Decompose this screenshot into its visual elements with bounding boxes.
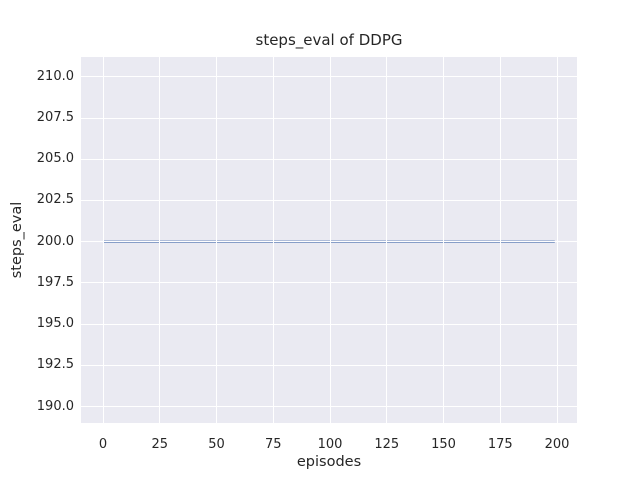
x-axis-label: episodes bbox=[296, 454, 362, 470]
y-tick-label: 192.5 bbox=[36, 357, 74, 373]
chart-title: steps_eval of DDPG bbox=[255, 31, 403, 49]
x-gridline bbox=[386, 57, 388, 423]
x-tick-label: 0 bbox=[98, 437, 108, 452]
x-tick-label: 100 bbox=[317, 437, 343, 452]
y-gridline bbox=[81, 199, 577, 201]
y-tick-label: 200.0 bbox=[36, 233, 74, 249]
x-tick-label: 175 bbox=[487, 437, 513, 452]
x-tick-label: 150 bbox=[431, 437, 456, 452]
y-tick-label: 197.5 bbox=[36, 274, 74, 290]
x-tick-label: 200 bbox=[544, 437, 570, 452]
x-gridline bbox=[499, 57, 501, 423]
x-gridline bbox=[272, 57, 274, 423]
x-gridline bbox=[556, 57, 558, 423]
y-gridline bbox=[81, 158, 577, 160]
x-tick-label: 25 bbox=[151, 437, 169, 452]
y-gridline bbox=[81, 364, 577, 366]
x-tick-label: 75 bbox=[264, 437, 282, 452]
y-tick-label: 210.0 bbox=[36, 68, 74, 84]
y-gridline bbox=[81, 282, 577, 284]
y-tick-label: 195.0 bbox=[36, 316, 74, 332]
y-gridline bbox=[81, 241, 577, 243]
plot-area bbox=[81, 57, 577, 423]
x-gridline bbox=[102, 57, 104, 423]
x-gridline bbox=[159, 57, 161, 423]
x-tick-label: 125 bbox=[374, 437, 400, 452]
y-tick-label: 207.5 bbox=[36, 110, 74, 125]
y-gridline bbox=[81, 117, 577, 119]
x-gridline bbox=[443, 57, 445, 423]
y-tick-label: 205.0 bbox=[36, 151, 74, 167]
y-gridline bbox=[81, 406, 577, 407]
y-gridline bbox=[81, 76, 577, 78]
y-tick-label: 190.0 bbox=[36, 398, 74, 414]
x-gridline bbox=[329, 57, 331, 423]
y-gridline bbox=[81, 323, 577, 325]
y-tick-label: 202.5 bbox=[36, 192, 74, 208]
x-gridline bbox=[216, 57, 218, 423]
x-tick-label: 50 bbox=[208, 437, 225, 452]
